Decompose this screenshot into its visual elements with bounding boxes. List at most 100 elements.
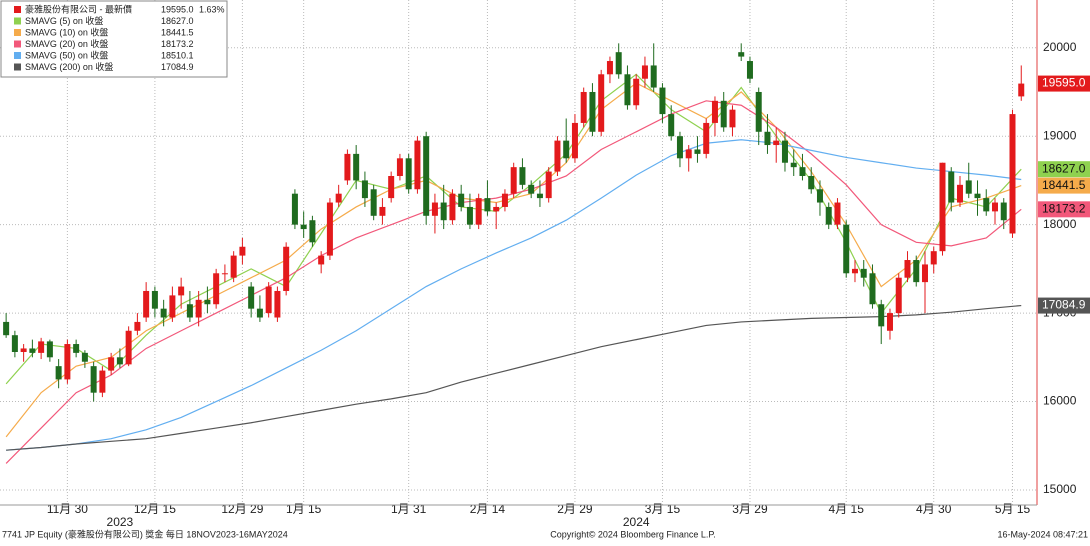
candle-body xyxy=(134,321,141,331)
candle-body xyxy=(738,52,745,57)
candle-body xyxy=(633,78,640,106)
candle-body xyxy=(326,202,333,256)
candle-body xyxy=(755,91,762,132)
candle-body xyxy=(851,268,858,274)
legend-label: SMAVG (5) on 收盤 xyxy=(25,15,103,26)
legend-swatch xyxy=(14,29,21,36)
candle-body xyxy=(3,321,10,336)
candle-body xyxy=(344,153,351,181)
candle-body xyxy=(668,114,675,137)
candle-body xyxy=(151,290,158,309)
candle-body xyxy=(361,180,368,199)
price-tag xyxy=(1038,201,1090,218)
candle-body xyxy=(108,357,115,371)
candle-body xyxy=(571,122,578,159)
candle-body xyxy=(781,140,788,163)
candle-body xyxy=(449,193,456,221)
candle-body xyxy=(685,149,692,159)
candle-body xyxy=(1000,202,1007,221)
year-label: 2023 xyxy=(107,515,134,529)
x-tick-label: 11月 30 xyxy=(47,502,88,516)
legend-label: SMAVG (10) on 收盤 xyxy=(25,26,108,37)
candle-body xyxy=(291,193,298,225)
candle-body xyxy=(143,290,150,318)
candle-body xyxy=(624,74,631,106)
x-tick-label: 4月 30 xyxy=(916,502,952,516)
candle-body xyxy=(589,91,596,132)
ma-line xyxy=(6,304,1022,451)
candle-body xyxy=(641,65,648,79)
legend-change: 1.63% xyxy=(199,4,225,14)
candle-body xyxy=(64,344,71,380)
legend-label: SMAVG (200) on 收盤 xyxy=(25,61,113,72)
legend-label: SMAVG (20) on 收盤 xyxy=(25,38,108,49)
candle-body xyxy=(808,175,815,190)
price-tag-label: 19595.0 xyxy=(1042,76,1086,90)
candle-body xyxy=(169,295,176,318)
candle-body xyxy=(239,246,246,256)
candle-body xyxy=(46,341,53,358)
footer-center: Copyright© 2024 Bloomberg Finance L.P. xyxy=(550,529,716,539)
candle-body xyxy=(81,352,88,362)
candle-body xyxy=(178,286,185,296)
candle-body xyxy=(746,61,753,79)
candle-body xyxy=(545,171,552,199)
candle-body xyxy=(493,206,500,212)
candle-body xyxy=(11,335,18,352)
x-tick-label: 3月 15 xyxy=(645,502,681,516)
price-tag-label: 17084.9 xyxy=(1042,298,1086,312)
candle-body xyxy=(886,313,893,331)
candle-body xyxy=(125,330,132,365)
x-tick-label: 4月 15 xyxy=(829,502,865,516)
candle-body xyxy=(834,202,841,225)
candle-body xyxy=(300,224,307,230)
y-tick-label: 15000 xyxy=(1043,482,1077,496)
legend-swatch xyxy=(14,63,21,71)
legend-label: SMAVG (50) on 收盤 xyxy=(25,49,108,60)
candle-body xyxy=(825,206,832,225)
candle-body xyxy=(554,140,561,172)
candle-body xyxy=(90,366,97,393)
candle-body xyxy=(510,167,517,194)
candle-body xyxy=(379,206,386,216)
candle-body xyxy=(1018,83,1025,97)
candle-body xyxy=(256,308,263,318)
candle-body xyxy=(860,268,867,278)
price-tag xyxy=(1038,161,1090,178)
candle-body xyxy=(414,140,421,190)
candle-body xyxy=(458,193,465,207)
candle-body xyxy=(38,341,45,353)
candle-body xyxy=(318,255,325,265)
x-tick-label: 3月 29 xyxy=(732,502,768,516)
price-tag-label: 18627.0 xyxy=(1042,161,1086,175)
candle-body xyxy=(650,65,657,88)
candle-body xyxy=(204,299,211,305)
y-tick-label: 20000 xyxy=(1043,40,1077,54)
candle-body xyxy=(265,286,272,314)
price-tag xyxy=(1038,177,1090,194)
candle-body xyxy=(676,136,683,159)
candle-body xyxy=(773,140,780,146)
candle-body xyxy=(475,198,482,225)
candle-body xyxy=(370,189,377,216)
candle-body xyxy=(20,348,27,352)
candle-body xyxy=(440,202,447,221)
legend-value: 18627.0 xyxy=(161,16,194,26)
candle-body xyxy=(519,167,526,185)
candle-body xyxy=(423,136,430,216)
candle-body xyxy=(388,175,395,199)
x-tick-label: 2月 29 xyxy=(557,502,593,516)
legend-swatch xyxy=(14,17,21,25)
legend-swatch xyxy=(14,6,21,13)
candle-body xyxy=(213,273,220,305)
candle-body xyxy=(73,344,80,353)
candle-body xyxy=(248,286,255,309)
candle-body xyxy=(921,264,928,283)
candle-body xyxy=(501,193,508,207)
candle-body xyxy=(729,109,736,128)
x-tick-label: 12月 29 xyxy=(221,502,263,516)
candle-body xyxy=(186,304,193,318)
candle-body xyxy=(895,277,902,314)
candle-body xyxy=(353,153,360,181)
